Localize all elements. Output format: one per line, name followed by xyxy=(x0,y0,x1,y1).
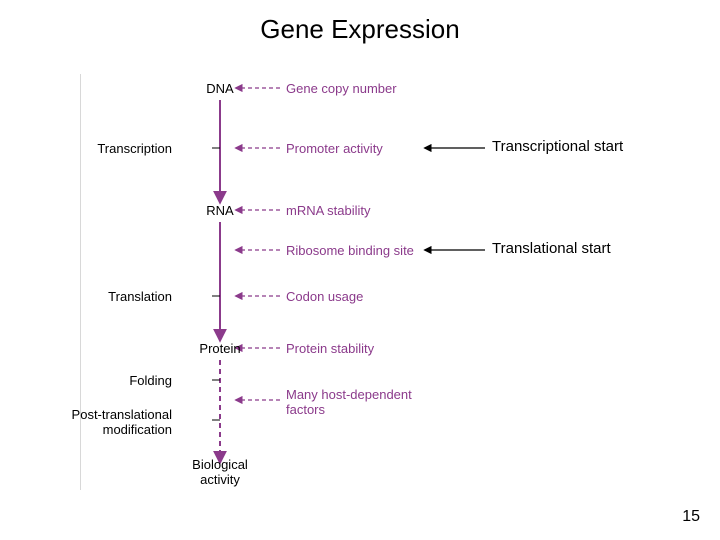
flow-node: DNA xyxy=(206,81,233,96)
flow-node: RNA xyxy=(206,203,233,218)
process-label: Translation xyxy=(108,289,172,304)
factor-label: mRNA stability xyxy=(286,203,371,218)
factor-label: Promoter activity xyxy=(286,141,383,156)
factor-label: Many host-dependentfactors xyxy=(286,387,412,417)
factor-label: Ribosome binding site xyxy=(286,243,414,258)
factor-label: Protein stability xyxy=(286,341,374,356)
process-label: Post-translationalmodification xyxy=(72,407,172,437)
page-title: Gene Expression xyxy=(0,14,720,45)
flow-node: Protein xyxy=(199,341,240,356)
page-number: 15 xyxy=(682,508,700,526)
annotation-label: Transcriptional start xyxy=(492,138,623,155)
annotation-label: Translational start xyxy=(492,240,611,257)
gene-expression-diagram: DNA RNA Protein Biologicalactivity Transcrip… xyxy=(80,70,640,500)
process-label: Transcription xyxy=(97,141,172,156)
factor-label: Codon usage xyxy=(286,289,363,304)
flow-node: Biologicalactivity xyxy=(192,457,248,487)
factor-label: Gene copy number xyxy=(286,81,397,96)
process-label: Folding xyxy=(129,373,172,388)
